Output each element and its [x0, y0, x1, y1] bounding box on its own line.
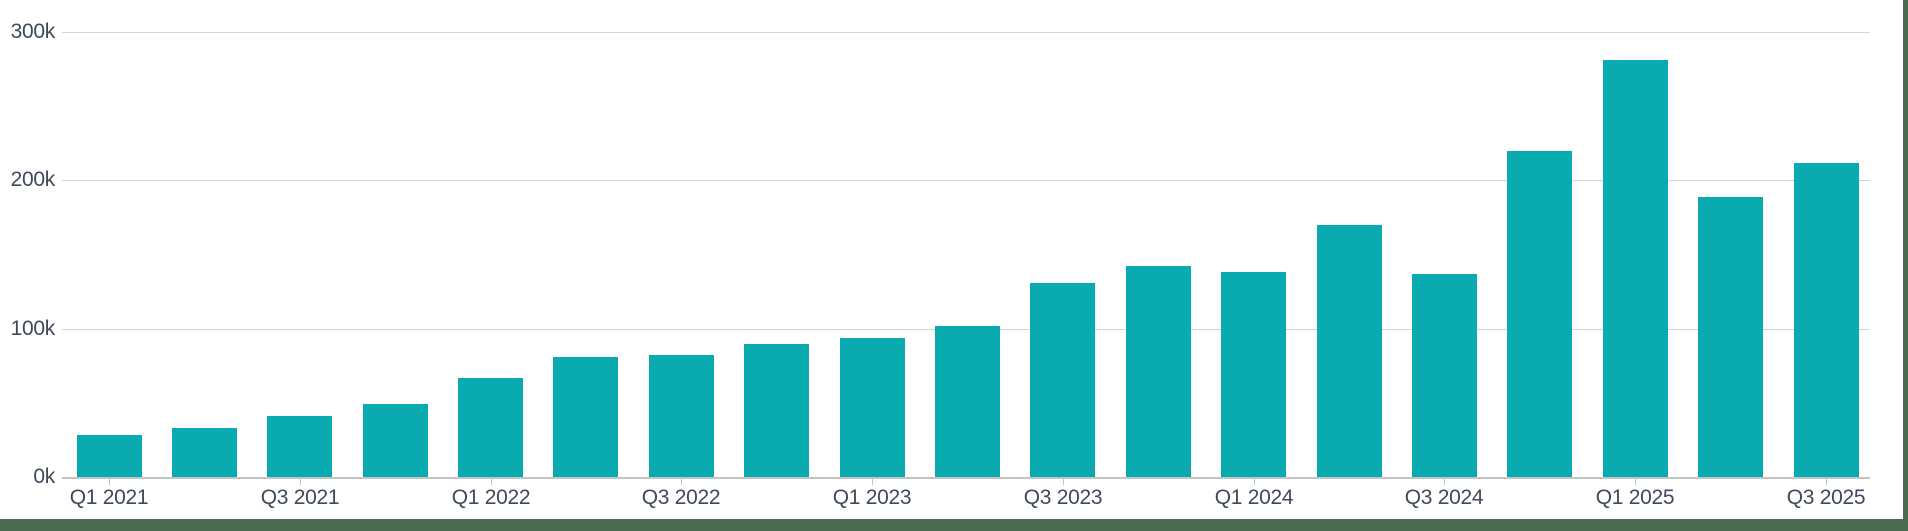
app-frame-bottom-edge: [0, 519, 1908, 531]
app-frame-right-edge: [1903, 0, 1908, 531]
bar-q1-2023[interactable]: [840, 338, 905, 477]
bar-q1-2022[interactable]: [458, 378, 523, 477]
bar-q3-2021[interactable]: [267, 416, 332, 477]
x-axis-label-q1-2024: Q1 2024: [1214, 486, 1294, 509]
x-tick-q3-2021: [300, 479, 301, 485]
x-axis-label-q3-2023: Q3 2023: [1023, 486, 1103, 509]
x-tick-q3-2022: [681, 479, 682, 485]
bar-q2-2022[interactable]: [553, 357, 618, 477]
x-tick-q3-2023: [1063, 479, 1064, 485]
x-axis-label-q3-2021: Q3 2021: [260, 486, 340, 509]
x-axis-label-q1-2022: Q1 2022: [451, 486, 531, 509]
x-axis-label-q1-2023: Q1 2023: [832, 486, 912, 509]
gridline-300k: [62, 32, 1870, 33]
bar-q2-2023[interactable]: [935, 326, 1000, 477]
x-axis-label-q1-2021: Q1 2021: [69, 486, 149, 509]
x-axis-label-q3-2024: Q3 2024: [1404, 486, 1484, 509]
bar-q2-2025[interactable]: [1698, 197, 1763, 477]
x-tick-q1-2023: [872, 479, 873, 485]
bar-q4-2024[interactable]: [1507, 151, 1572, 477]
bar-q2-2024[interactable]: [1317, 225, 1382, 477]
x-axis-baseline: [62, 477, 1870, 479]
bar-q1-2025[interactable]: [1603, 60, 1668, 477]
bar-q2-2021[interactable]: [172, 428, 237, 477]
x-tick-q1-2022: [491, 479, 492, 485]
x-axis-label-q3-2022: Q3 2022: [641, 486, 721, 509]
x-tick-q3-2024: [1444, 479, 1445, 485]
bar-q4-2022[interactable]: [744, 344, 809, 477]
gridline-200k: [62, 180, 1870, 181]
x-tick-q1-2021: [109, 479, 110, 485]
x-tick-q1-2024: [1254, 479, 1255, 485]
x-axis-label-q3-2025: Q3 2025: [1786, 486, 1866, 509]
bar-q4-2021[interactable]: [363, 404, 428, 477]
y-axis-label-100k: 100k: [10, 317, 56, 340]
bar-q3-2022[interactable]: [649, 355, 714, 477]
y-axis-label-0k: 0k: [33, 465, 55, 488]
bar-q1-2024[interactable]: [1221, 272, 1286, 477]
bar-q1-2021[interactable]: [77, 435, 142, 477]
bar-q3-2023[interactable]: [1030, 283, 1095, 477]
bar-q3-2024[interactable]: [1412, 274, 1477, 477]
x-tick-q3-2025: [1826, 479, 1827, 485]
x-tick-q1-2025: [1635, 479, 1636, 485]
bar-q3-2025[interactable]: [1794, 163, 1859, 477]
x-axis-label-q1-2025: Q1 2025: [1595, 486, 1675, 509]
y-axis-label-200k: 200k: [10, 168, 56, 191]
bar-q4-2023[interactable]: [1126, 266, 1191, 477]
y-axis-label-300k: 300k: [10, 20, 56, 43]
